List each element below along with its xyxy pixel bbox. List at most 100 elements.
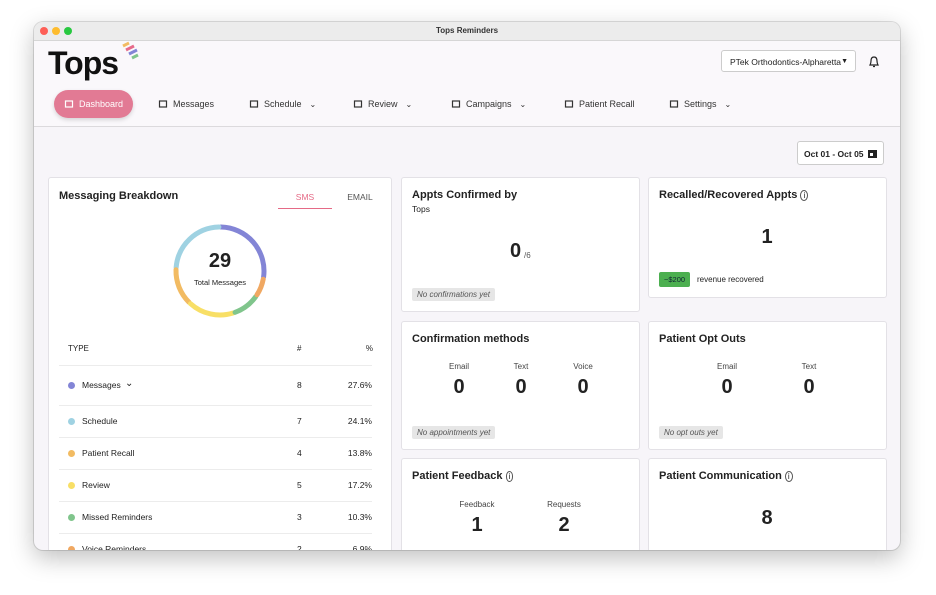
metric-label: Requests bbox=[547, 500, 581, 509]
recalled-card: Recalled/Recovered Appts i 1 ~$200 reven… bbox=[648, 177, 887, 298]
communication-card: Patient Communication i 8 bbox=[648, 458, 887, 550]
icon-shape bbox=[64, 100, 74, 108]
metric-value: 2 bbox=[558, 514, 570, 536]
type-dot bbox=[68, 418, 75, 425]
nav-icon bbox=[669, 100, 679, 108]
table-row: Schedule 7 24.1% bbox=[59, 405, 372, 438]
nav-icon bbox=[64, 100, 74, 108]
icon-shape bbox=[158, 100, 168, 108]
nav-label: Patient Recall bbox=[579, 99, 635, 109]
empty-note: No confirmations yet bbox=[412, 288, 495, 301]
close-button[interactable] bbox=[40, 27, 48, 35]
nav-item[interactable]: Patient Recall bbox=[564, 90, 635, 118]
nav-item[interactable]: Messages bbox=[158, 90, 214, 118]
card-subtitle: Tops bbox=[412, 204, 430, 214]
metric-label: Text bbox=[513, 362, 529, 371]
recalled-value: 1 bbox=[761, 226, 773, 248]
nav-item[interactable]: Campaigns ⌄ bbox=[451, 90, 526, 118]
type-dot bbox=[68, 546, 75, 550]
donut-segment bbox=[173, 267, 192, 305]
appts-confirmed-card: Appts Confirmed by Tops 0 /6 No confirma… bbox=[401, 177, 640, 312]
metric-label: Feedback bbox=[459, 500, 495, 509]
nav-item[interactable]: Review ⌄ bbox=[353, 90, 412, 118]
donut-segment bbox=[232, 294, 259, 315]
icon-shape bbox=[564, 100, 574, 108]
revenue-text: revenue recovered bbox=[697, 275, 764, 284]
confirmation-methods-card: Confirmation methods No appointments yet… bbox=[401, 321, 640, 450]
empty-note: No opt outs yet bbox=[659, 426, 723, 439]
donut-chart bbox=[173, 224, 267, 318]
nav-label: Review bbox=[368, 99, 398, 109]
count: 4 bbox=[297, 448, 302, 458]
nav-label: Schedule bbox=[264, 99, 302, 109]
info-icon[interactable]: i bbox=[784, 471, 793, 482]
column-header: TYPE bbox=[68, 344, 89, 353]
card-title: Patient Communication bbox=[659, 470, 782, 482]
nav-label: Settings bbox=[684, 99, 717, 109]
calendar-icon bbox=[868, 150, 877, 158]
window-title: Tops Reminders bbox=[435, 26, 499, 35]
card-title: Confirmation methods bbox=[412, 333, 530, 345]
type-dot bbox=[68, 514, 75, 521]
card-title: Recalled/Recovered Appts bbox=[659, 189, 798, 201]
nav-item[interactable]: Schedule ⌄ bbox=[249, 90, 316, 118]
communication-value: 8 bbox=[761, 507, 773, 529]
minimize-button[interactable] bbox=[52, 27, 60, 35]
feedback-card: Patient Feedback i Feedback 1 Requests 2 bbox=[401, 458, 640, 550]
count: 5 bbox=[297, 480, 302, 490]
nav-icon bbox=[158, 100, 168, 108]
info-icon[interactable]: i bbox=[505, 471, 514, 482]
sms-tab[interactable]: SMS bbox=[278, 192, 332, 209]
email-tab[interactable]: EMAIL bbox=[347, 192, 373, 202]
expand-chevron[interactable]: ⌄ bbox=[125, 378, 134, 389]
bell-icon[interactable] bbox=[868, 55, 880, 69]
practice-select[interactable]: PTek Orthodontics-Alpharetta ▼ bbox=[721, 50, 856, 72]
nav-item[interactable]: Settings ⌄ bbox=[669, 90, 731, 118]
icon-shape bbox=[353, 100, 363, 108]
logo-mark bbox=[122, 41, 139, 60]
messaging-breakdown-card: Messaging Breakdown SMS EMAIL 29 Total M… bbox=[48, 177, 392, 550]
nav-item[interactable]: Dashboard bbox=[54, 90, 134, 118]
metric-value: 1 bbox=[471, 514, 483, 536]
type-label: Review bbox=[82, 480, 110, 490]
table-row: Voice Reminders 2 6.9% bbox=[59, 533, 372, 550]
table-row: Messages ⌄ 8 27.6% bbox=[59, 366, 372, 406]
card-title-row: Recalled/Recovered Appts i bbox=[659, 189, 809, 201]
divider bbox=[59, 365, 372, 366]
type-dot bbox=[68, 450, 75, 457]
type-label: Voice Reminders bbox=[82, 544, 147, 550]
app-window: Tops Reminders Tops PTek Orthodontics-Al… bbox=[34, 22, 900, 550]
nav-icon bbox=[353, 100, 363, 108]
header: Tops PTek Orthodontics-Alpharetta ▼ Dashb… bbox=[34, 41, 900, 127]
nav-label: Campaigns bbox=[466, 99, 512, 109]
count: 3 bbox=[297, 512, 302, 522]
card-title: Patient Opt Outs bbox=[659, 333, 746, 345]
empty-note: No appointments yet bbox=[412, 426, 496, 439]
total-label: Total Messages bbox=[193, 278, 247, 287]
metric-label: Email bbox=[448, 362, 469, 371]
info-icon[interactable]: i bbox=[800, 190, 809, 201]
percent: 10.3% bbox=[347, 512, 372, 522]
card-title: Appts Confirmed by bbox=[412, 189, 518, 201]
total-value: 29 bbox=[208, 250, 232, 272]
practice-name: PTek Orthodontics-Alpharetta bbox=[730, 57, 842, 67]
date-picker[interactable]: Oct 01 - Oct 05 bbox=[797, 141, 884, 165]
nav-icon bbox=[451, 100, 461, 108]
percent: 13.8% bbox=[347, 448, 372, 458]
type-label: Schedule bbox=[82, 416, 118, 426]
card-title-row: Patient Feedback i bbox=[412, 470, 514, 482]
count: 8 bbox=[297, 380, 302, 390]
metric-value: 0 bbox=[803, 376, 815, 398]
metric-label: Text bbox=[801, 362, 817, 371]
logo[interactable]: Tops bbox=[48, 45, 119, 81]
type-dot bbox=[68, 482, 75, 489]
opt-outs-card: Patient Opt Outs No opt outs yet Email 0 T… bbox=[648, 321, 887, 450]
count: 7 bbox=[297, 416, 302, 426]
chevron: ⌄ bbox=[519, 99, 527, 109]
nav-icon bbox=[564, 100, 574, 108]
donut-segment bbox=[188, 301, 236, 318]
zoom-button[interactable] bbox=[64, 27, 72, 35]
percent: 6.9% bbox=[352, 544, 372, 550]
percent: 27.6% bbox=[347, 380, 372, 390]
